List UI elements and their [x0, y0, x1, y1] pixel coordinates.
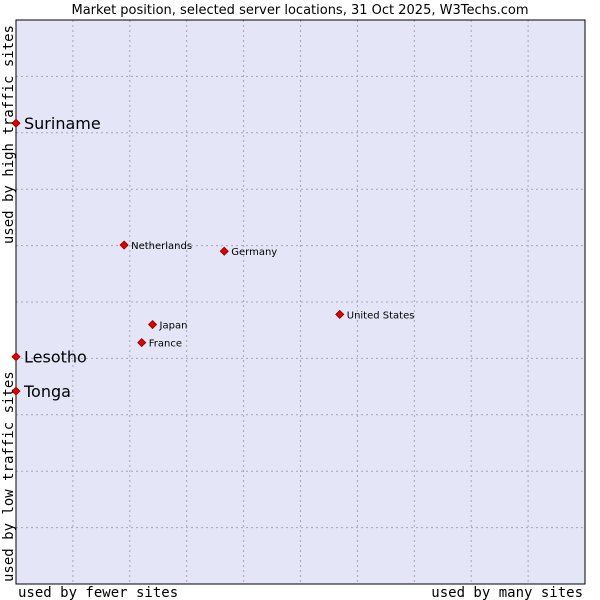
x-axis-label-right: used by many sites	[431, 585, 583, 600]
plot-border	[15, 19, 586, 585]
point-marker-tonga	[11, 386, 21, 396]
data-points: Suriname Lesotho Tonga Netherlands Germany Un…	[11, 114, 415, 401]
point-label-united-states: United States	[347, 310, 415, 321]
point-label-japan: Japan	[159, 321, 188, 332]
chart-title: Market position, selected server locatio…	[71, 3, 528, 18]
point-label-germany: Germany	[231, 247, 277, 258]
point-marker-japan	[147, 319, 158, 330]
point-marker-germany	[219, 246, 229, 256]
y-axis-label-top: used by high traffic sites	[1, 25, 17, 244]
point-label-netherlands: Netherlands	[131, 241, 192, 252]
point-label-tonga: Tonga	[23, 382, 71, 401]
y-axis-label-bottom: used by low traffic sites	[1, 371, 17, 582]
point-label-lesotho: Lesotho	[24, 348, 87, 367]
point-marker-netherlands	[119, 240, 129, 250]
point-marker-suriname	[11, 118, 21, 128]
point-label-suriname: Suriname	[24, 114, 101, 133]
point-marker-france	[137, 338, 147, 348]
x-axis-label-left: used by fewer sites	[18, 585, 178, 600]
point-label-france: France	[149, 339, 182, 350]
grid-lines	[16, 20, 585, 584]
point-marker-united-states	[335, 309, 345, 319]
point-marker-lesotho	[11, 352, 21, 362]
